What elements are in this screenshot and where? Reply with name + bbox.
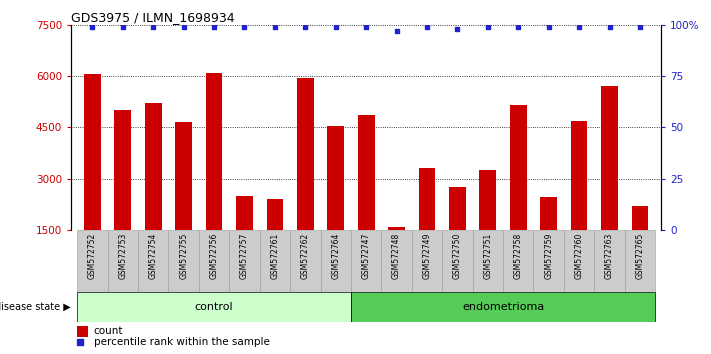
Text: GSM572750: GSM572750 bbox=[453, 233, 462, 279]
FancyBboxPatch shape bbox=[77, 292, 351, 322]
FancyBboxPatch shape bbox=[321, 230, 351, 292]
Point bbox=[482, 24, 493, 30]
Text: GSM572756: GSM572756 bbox=[210, 233, 218, 279]
Text: GSM572753: GSM572753 bbox=[118, 233, 127, 279]
Point bbox=[604, 24, 615, 30]
Text: GSM572755: GSM572755 bbox=[179, 233, 188, 279]
Point bbox=[87, 24, 98, 30]
Point bbox=[74, 339, 85, 344]
Bar bbox=[631, 206, 648, 230]
FancyBboxPatch shape bbox=[351, 230, 381, 292]
Point bbox=[178, 24, 189, 30]
Text: control: control bbox=[195, 302, 233, 312]
Text: GDS3975 / ILMN_1698934: GDS3975 / ILMN_1698934 bbox=[71, 11, 235, 24]
Text: disease state ▶: disease state ▶ bbox=[0, 302, 71, 312]
FancyBboxPatch shape bbox=[473, 230, 503, 292]
Text: GSM572754: GSM572754 bbox=[149, 233, 158, 279]
FancyBboxPatch shape bbox=[169, 230, 199, 292]
Text: GSM572749: GSM572749 bbox=[422, 233, 432, 279]
Point bbox=[239, 24, 250, 30]
Bar bbox=[449, 187, 466, 230]
Text: GSM572761: GSM572761 bbox=[270, 233, 279, 279]
FancyBboxPatch shape bbox=[199, 230, 229, 292]
FancyBboxPatch shape bbox=[290, 230, 321, 292]
Point bbox=[299, 24, 311, 30]
Bar bbox=[145, 103, 161, 230]
Bar bbox=[510, 105, 527, 230]
Bar bbox=[205, 73, 223, 230]
Point bbox=[148, 24, 159, 30]
Text: count: count bbox=[94, 326, 123, 336]
Point bbox=[422, 24, 433, 30]
FancyBboxPatch shape bbox=[107, 230, 138, 292]
Bar bbox=[236, 196, 253, 230]
Text: GSM572748: GSM572748 bbox=[392, 233, 401, 279]
FancyBboxPatch shape bbox=[77, 230, 107, 292]
Text: GSM572751: GSM572751 bbox=[483, 233, 492, 279]
FancyBboxPatch shape bbox=[229, 230, 260, 292]
FancyBboxPatch shape bbox=[442, 230, 473, 292]
FancyBboxPatch shape bbox=[412, 230, 442, 292]
Point bbox=[269, 24, 281, 30]
Bar bbox=[571, 120, 587, 230]
Text: GSM572758: GSM572758 bbox=[514, 233, 523, 279]
Point bbox=[117, 24, 129, 30]
Bar bbox=[267, 199, 283, 230]
Point bbox=[360, 24, 372, 30]
FancyBboxPatch shape bbox=[381, 230, 412, 292]
Text: GSM572760: GSM572760 bbox=[574, 233, 584, 279]
Bar bbox=[358, 115, 375, 230]
Bar bbox=[327, 126, 344, 230]
Bar bbox=[602, 86, 618, 230]
Text: endometrioma: endometrioma bbox=[462, 302, 544, 312]
Point bbox=[330, 24, 341, 30]
FancyBboxPatch shape bbox=[260, 230, 290, 292]
Bar bbox=[176, 122, 192, 230]
Text: GSM572752: GSM572752 bbox=[88, 233, 97, 279]
Bar bbox=[388, 227, 405, 230]
Text: GSM572757: GSM572757 bbox=[240, 233, 249, 279]
FancyBboxPatch shape bbox=[503, 230, 533, 292]
Bar bbox=[540, 198, 557, 230]
Text: percentile rank within the sample: percentile rank within the sample bbox=[94, 337, 269, 347]
Text: GSM572762: GSM572762 bbox=[301, 233, 310, 279]
Bar bbox=[77, 326, 87, 337]
Bar bbox=[114, 110, 131, 230]
Point bbox=[391, 28, 402, 34]
Text: GSM572765: GSM572765 bbox=[636, 233, 644, 279]
Point bbox=[513, 24, 524, 30]
FancyBboxPatch shape bbox=[564, 230, 594, 292]
Bar bbox=[419, 169, 435, 230]
Point bbox=[451, 26, 463, 32]
FancyBboxPatch shape bbox=[594, 230, 625, 292]
Point bbox=[543, 24, 555, 30]
Point bbox=[634, 24, 646, 30]
FancyBboxPatch shape bbox=[533, 230, 564, 292]
Bar bbox=[297, 78, 314, 230]
Point bbox=[573, 24, 584, 30]
Bar bbox=[479, 170, 496, 230]
Bar bbox=[84, 74, 101, 230]
Text: GSM572747: GSM572747 bbox=[362, 233, 370, 279]
FancyBboxPatch shape bbox=[138, 230, 169, 292]
FancyBboxPatch shape bbox=[625, 230, 655, 292]
Point bbox=[208, 24, 220, 30]
Text: GSM572763: GSM572763 bbox=[605, 233, 614, 279]
FancyBboxPatch shape bbox=[351, 292, 655, 322]
Text: GSM572764: GSM572764 bbox=[331, 233, 341, 279]
Text: GSM572759: GSM572759 bbox=[544, 233, 553, 279]
